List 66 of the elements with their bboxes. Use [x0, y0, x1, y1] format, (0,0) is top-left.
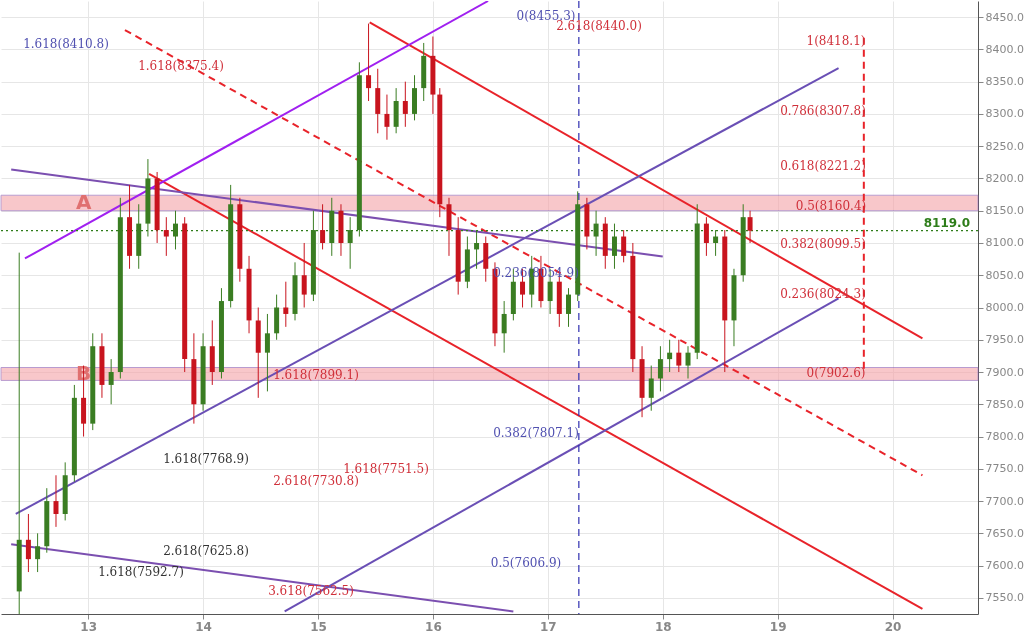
x-tick-label: 18 [654, 619, 672, 634]
candlestick [621, 229, 627, 263]
y-tick-label: 7700.0 [985, 494, 1024, 508]
x-tick-label: 14 [195, 619, 212, 634]
annotation: 2.618(7625.8) [163, 544, 249, 558]
candlestick [747, 210, 753, 244]
y-tick-label: 8100.0 [985, 236, 1024, 250]
candlestick [685, 345, 691, 379]
candlestick [657, 345, 663, 392]
annotation: 1.618(8375.4) [138, 59, 224, 73]
candlestick [53, 474, 59, 528]
candlestick [366, 23, 372, 102]
x-tick-label: 17 [539, 619, 557, 634]
candlestick [402, 81, 408, 128]
y-tick-label: 7800.0 [985, 430, 1024, 444]
y-tick-label: 7950.0 [985, 333, 1024, 347]
candlestick [501, 300, 507, 354]
annotation: 0(7902.6) [806, 366, 866, 380]
y-tick-label: 7650.0 [985, 526, 1024, 540]
candlestick [384, 94, 390, 141]
y-tick-label: 8000.0 [985, 301, 1024, 314]
candlestick [108, 358, 114, 405]
annotation: 1.618(7768.9) [163, 452, 249, 466]
x-tick-label: 20 [884, 619, 902, 634]
annotation: 0.618(8221.2) [780, 159, 866, 173]
candlestick [566, 287, 571, 328]
y-tick-label: 8350.0 [985, 75, 1024, 89]
y-tick-label: 7750.0 [985, 462, 1024, 476]
y-tick-label: 7600.0 [985, 559, 1024, 573]
annotation: 1.618(7899.1) [273, 368, 359, 382]
candlestick [25, 513, 31, 573]
candlestick [667, 339, 673, 373]
annotation: 0.5(8160.4) [795, 199, 867, 213]
annotation: 1.618(7751.5) [343, 462, 429, 476]
y-tick-label: 8150.0 [985, 204, 1024, 218]
candlestick [703, 216, 709, 257]
ref-line-label: 8119.0 [923, 215, 970, 230]
candlestick [35, 532, 41, 573]
y-tick-label: 8300.0 [985, 107, 1024, 121]
y-tick-label: 8200.0 [985, 171, 1024, 185]
y-tick-label: 8450.0 [985, 10, 1024, 24]
y-tick-label: 7550.0 [985, 591, 1024, 605]
candlestick [283, 281, 289, 328]
y-tick-label: 7850.0 [985, 397, 1024, 411]
annotation: 0.786(8307.8) [780, 104, 866, 118]
band-label: A [76, 189, 92, 214]
candlestick [320, 203, 326, 250]
candlestick [676, 339, 682, 373]
x-tick-label: 19 [769, 619, 787, 634]
x-tick-label: 16 [425, 619, 442, 634]
candlestick [264, 313, 270, 392]
y-tick-label: 8400.0 [985, 42, 1024, 56]
y-tick-label: 7900.0 [985, 365, 1024, 379]
annotation: 2.618(7730.8) [273, 474, 359, 488]
y-tick-label: 8250.0 [985, 139, 1024, 153]
candlestick [648, 365, 654, 412]
annotation: 0.382(7807.1) [493, 426, 579, 440]
y-tick-label: 8050.0 [985, 268, 1024, 282]
annotation: 1.618(7592.7) [98, 565, 184, 579]
x-tick-label: 13 [80, 619, 98, 634]
annotation: 0.5(7606.9) [490, 556, 562, 570]
x-tick-label: 15 [310, 619, 327, 634]
candlestick [301, 242, 307, 308]
annotation: 1.618(8410.8) [23, 37, 109, 51]
candlestick [163, 216, 169, 257]
annotation: 0.382(8099.5) [780, 237, 866, 251]
